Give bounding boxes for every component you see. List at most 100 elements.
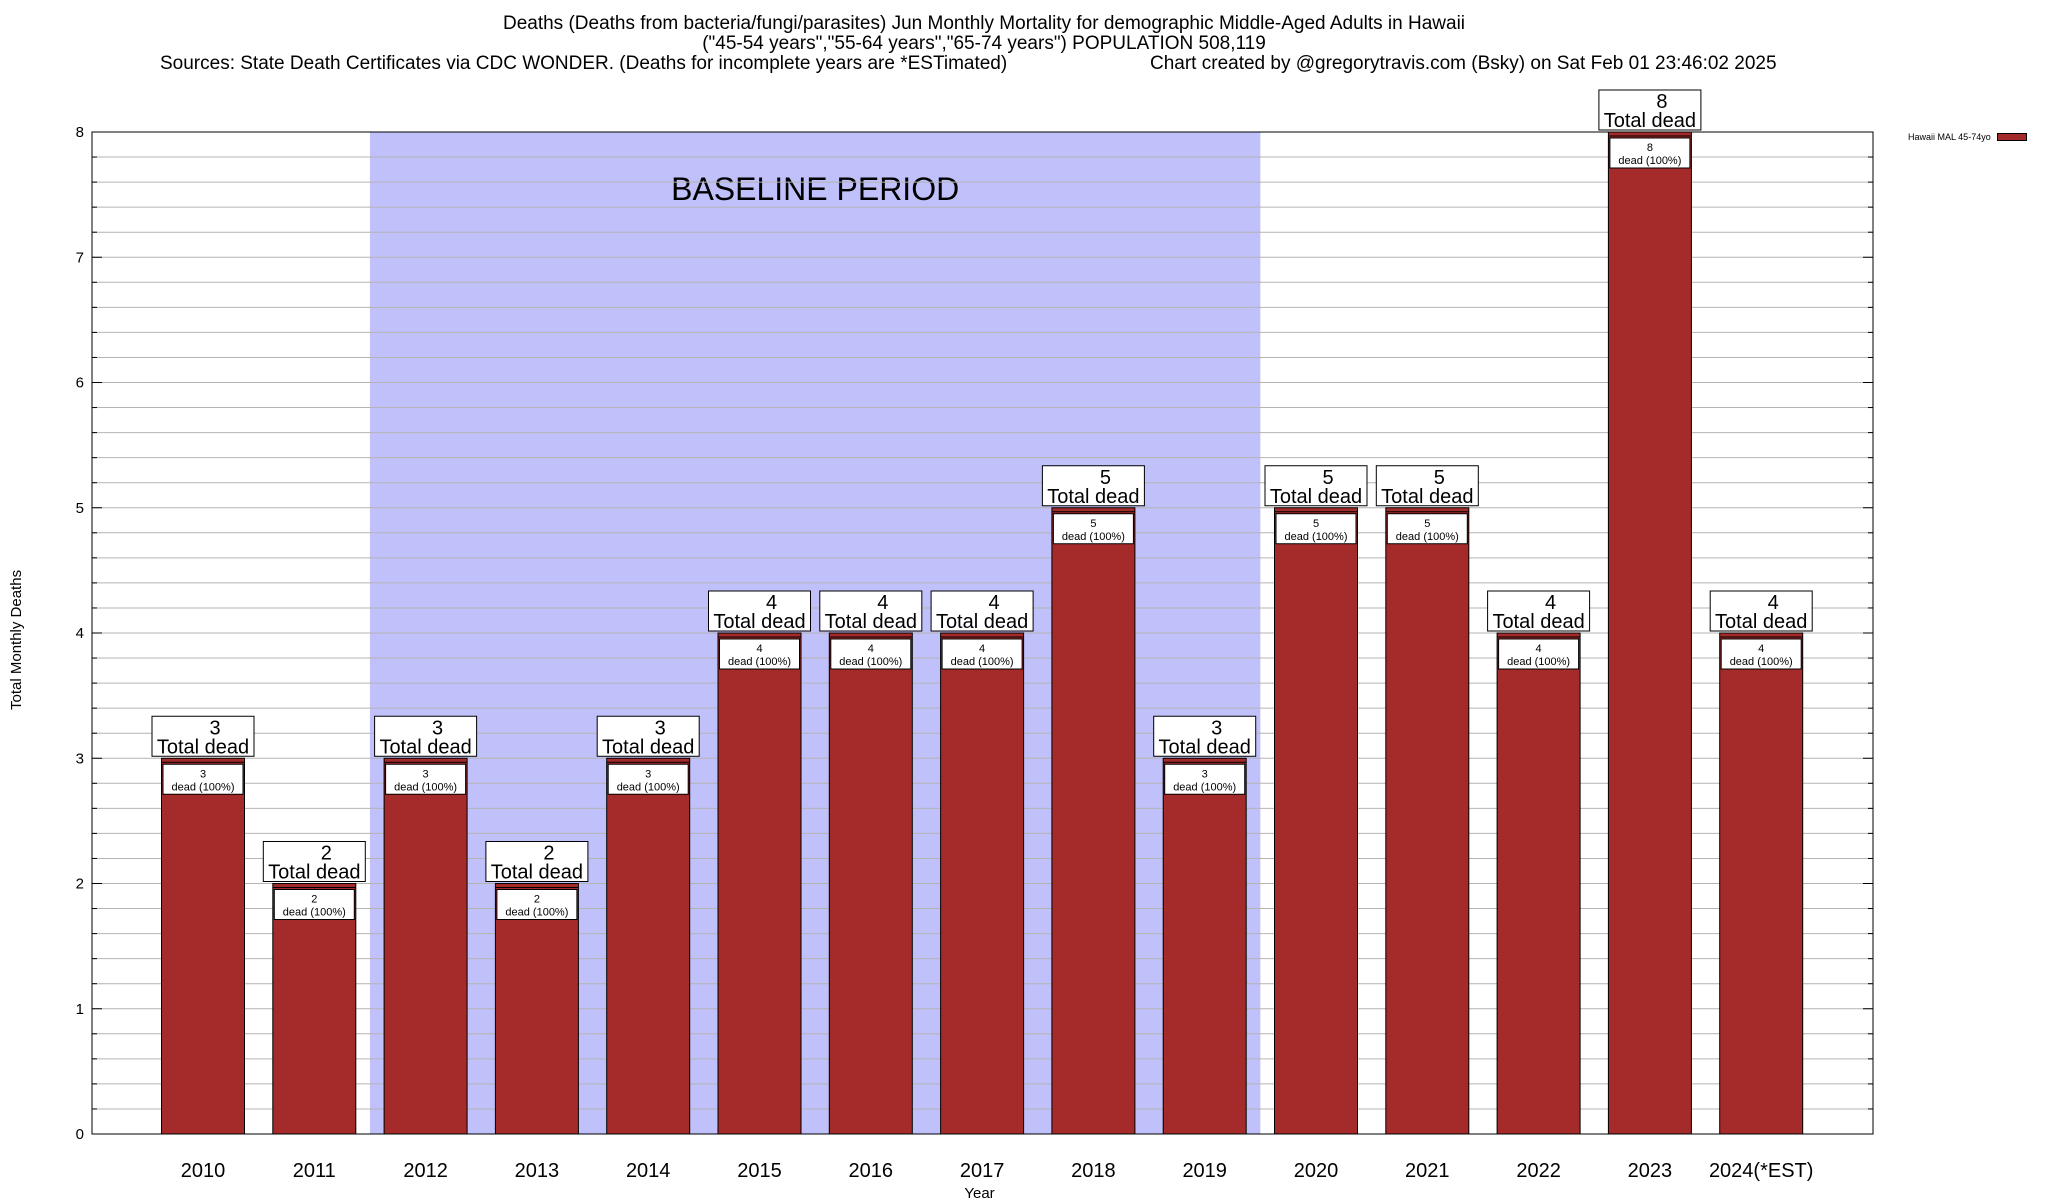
legend: Hawaii MAL 45-74yo: [1908, 132, 2027, 142]
x-tick-label: 2020: [1294, 1160, 1339, 1182]
bar-inner-value: 8: [1647, 142, 1653, 154]
bar: [1607, 131, 1692, 1135]
bar-total-label: Total dead: [379, 736, 471, 758]
bar-inner-value: 4: [868, 643, 874, 655]
x-tick-label: 2012: [403, 1160, 448, 1182]
bar-total-label: Total dead: [157, 736, 249, 758]
bar-inner-value: 2: [311, 894, 317, 906]
bar-total-value: 3: [655, 717, 666, 739]
bar-total-label: Total dead: [1715, 611, 1807, 633]
bar: [1274, 507, 1358, 1135]
bar-inner-percent: dead (100%): [1396, 531, 1459, 543]
bar-total-label: Total dead: [936, 611, 1028, 633]
bar-total-label-box: [1153, 715, 1257, 757]
bar-inner-value: 4: [1758, 643, 1764, 655]
bar-total-label: Total dead: [825, 611, 917, 633]
x-tick-label: 2018: [1071, 1160, 1116, 1182]
bar-inner-label-box: [607, 763, 689, 795]
bar-inner-percent: dead (100%): [839, 656, 902, 668]
bar-total-value: 5: [1100, 467, 1111, 489]
bar-total-value: 3: [432, 717, 443, 739]
bar-total-label-box: [596, 715, 700, 757]
bar-inner-label-box: [1052, 513, 1134, 545]
bar-total-label: Total dead: [713, 611, 805, 633]
bar-total-label-box: [930, 590, 1034, 632]
bar-inner-value: 5: [1090, 518, 1096, 530]
bar-inner-label-box: [273, 889, 355, 920]
bar: [494, 883, 579, 1135]
bar: [1051, 507, 1136, 1135]
bar-total-value: 2: [321, 843, 332, 865]
bar: [606, 757, 691, 1135]
bar-total-value: 4: [766, 592, 777, 614]
bar-inner-percent: dead (100%): [394, 781, 457, 793]
bar-inner-percent: dead (100%): [1062, 531, 1125, 543]
bar-inner-label-box: [1498, 638, 1580, 670]
x-tick-label: 2010: [181, 1160, 226, 1182]
bar-total-value: 4: [1768, 592, 1779, 614]
bar: [1719, 632, 1804, 1135]
legend-label: Hawaii MAL 45-74yo: [1908, 132, 1991, 142]
bar-total-label: Total dead: [1270, 486, 1362, 508]
bar: [1496, 632, 1581, 1135]
bar-total-value: 5: [1434, 467, 1445, 489]
bar-total-label: Total dead: [1159, 736, 1251, 758]
chart-sources-note: Sources: State Death Certificates via CD…: [160, 53, 1008, 74]
bar: [940, 632, 1025, 1135]
bar-total-label: Total dead: [1047, 486, 1139, 508]
bar-inner-percent: dead (100%): [617, 781, 680, 793]
bar-inner-label-box: [1386, 513, 1468, 545]
bar-inner-value: 4: [979, 643, 985, 655]
bar-inner-percent: dead (100%): [283, 907, 346, 919]
bar-total-label-box: [1487, 590, 1591, 632]
bar-inner-value: 3: [645, 768, 651, 780]
bar-total-label-box: [1041, 465, 1145, 507]
chart-credit-note: Chart created by @gregorytravis.com (Bsk…: [1150, 53, 1777, 74]
bar-inner-percent: dead (100%): [951, 656, 1014, 668]
y-tick-label: 5: [76, 500, 84, 517]
bar: [1162, 757, 1247, 1135]
y-tick-label: 1: [76, 1001, 84, 1018]
bar: [272, 883, 357, 1135]
bar-total-label-box: [819, 590, 923, 632]
baseline-period-label: BASELINE PERIOD: [671, 171, 959, 207]
bar-total-value: 2: [543, 843, 554, 865]
x-tick-label: 2013: [515, 1160, 560, 1182]
bar-inner-label-box: [1164, 763, 1246, 795]
bar-total-label: Total dead: [1604, 110, 1696, 132]
bar-total-label-box: [1598, 89, 1702, 131]
bar-inner-percent: dead (100%): [1730, 656, 1793, 668]
bar: [1385, 507, 1470, 1135]
bar-inner-percent: dead (100%): [728, 656, 791, 668]
bar-total-label: Total dead: [268, 862, 360, 884]
bar-inner-label-box: [496, 889, 578, 920]
y-tick-label: 2: [76, 876, 84, 893]
bar-total-value: 4: [877, 592, 888, 614]
x-tick-label: 2014: [626, 1160, 671, 1182]
bar-inner-percent: dead (100%): [1173, 781, 1236, 793]
bar-inner-percent: dead (100%): [1507, 656, 1570, 668]
bar: [828, 632, 913, 1135]
x-tick-label: 2022: [1516, 1160, 1561, 1182]
bar-total-label-box: [151, 715, 255, 757]
bar-total-label-box: [1264, 465, 1368, 507]
y-tick-label: 4: [76, 625, 84, 642]
bar-inner-value: 2: [534, 894, 540, 906]
bar-total-label-box: [485, 841, 589, 882]
bar-total-value: 3: [1211, 717, 1222, 739]
y-tick-label: 6: [76, 375, 84, 392]
bar-inner-label-box: [1609, 137, 1691, 169]
bar-total-label-box: [1709, 590, 1813, 632]
y-tick-label: 3: [76, 750, 84, 767]
bar-inner-label-box: [162, 763, 244, 795]
bar-inner-percent: dead (100%): [505, 907, 568, 919]
x-axis-label: Year: [964, 1185, 994, 1200]
bar-inner-percent: dead (100%): [172, 781, 235, 793]
legend-swatch: [1996, 133, 2027, 141]
bar-inner-value: 5: [1424, 518, 1430, 530]
bar-total-value: 5: [1322, 467, 1333, 489]
bar-inner-value: 3: [423, 768, 429, 780]
bar-total-label-box: [262, 841, 366, 882]
bar-total-label: Total dead: [1492, 611, 1584, 633]
